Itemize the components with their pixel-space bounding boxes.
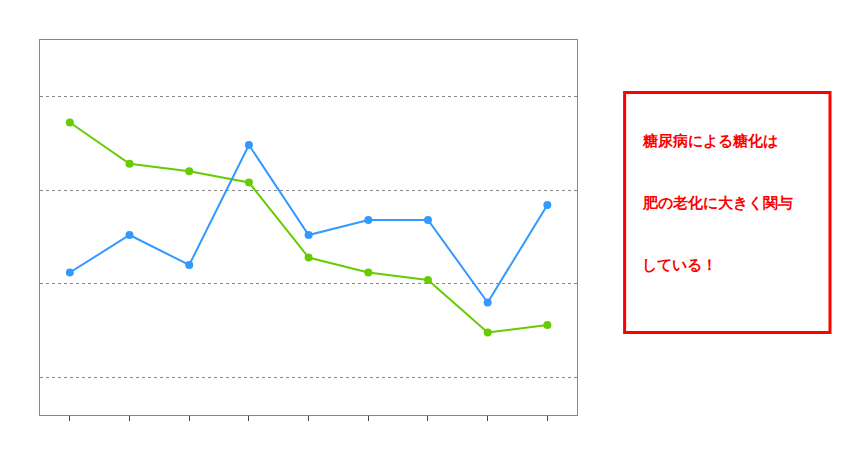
svg-text:している！: している！: [642, 256, 717, 274]
svg-text:糖尿病による糖化は: 糖尿病による糖化は: [642, 132, 778, 150]
svg-text:肥の老化に大きく関与: 肥の老化に大きく関与: [642, 194, 793, 212]
